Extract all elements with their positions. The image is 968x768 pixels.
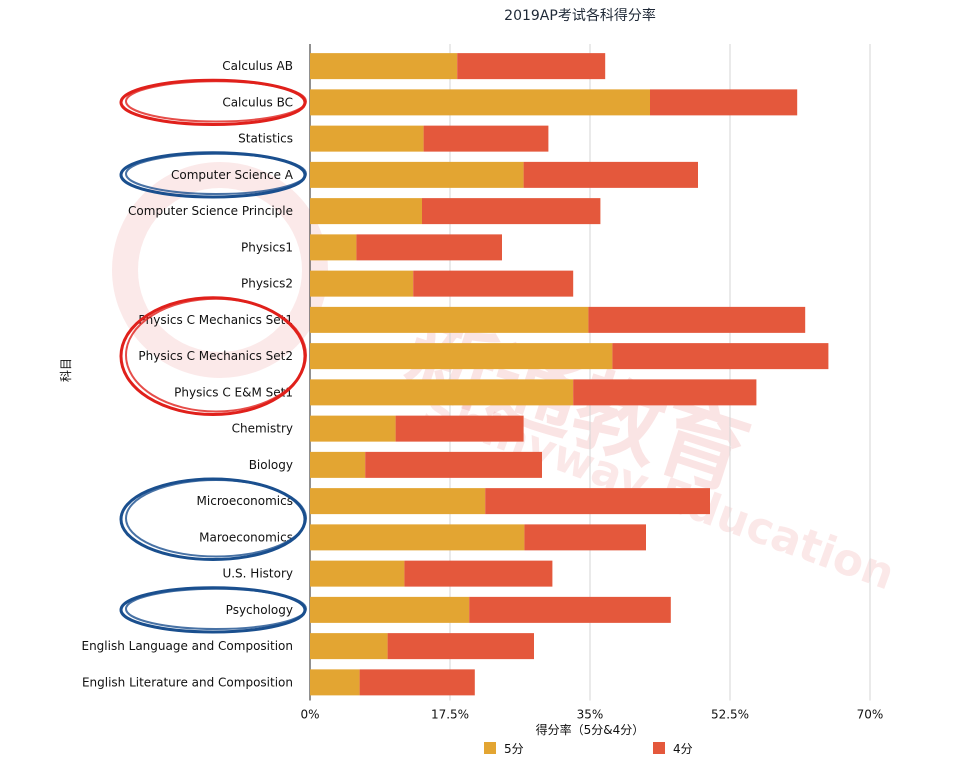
y-tick-label: U.S. History xyxy=(222,567,293,581)
y-tick-label: Computer Science Principle xyxy=(128,204,293,218)
bar-segment-5 xyxy=(310,669,360,696)
bar-segment-4 xyxy=(524,524,646,551)
y-tick-label: Physics2 xyxy=(241,277,293,291)
y-tick-label: Chemistry xyxy=(232,422,293,436)
x-tick-label: 17.5% xyxy=(431,708,469,722)
bar-segment-4 xyxy=(588,306,806,333)
x-tick-label: 0% xyxy=(300,708,319,722)
highlight-oval-stroke xyxy=(125,80,307,123)
highlight-oval-stroke xyxy=(125,479,307,558)
bar-segment-4 xyxy=(485,488,710,515)
bar-segment-4 xyxy=(356,234,502,261)
bar-segment-4 xyxy=(395,415,524,442)
y-tick-label: Computer Science A xyxy=(171,168,294,182)
bar-segment-5 xyxy=(310,379,574,406)
bar-segment-4 xyxy=(365,451,542,478)
bar-segment-5 xyxy=(310,306,589,333)
y-axis-labels: Calculus AB Calculus BC Statistics Computer… xyxy=(81,59,293,689)
bar-segment-5 xyxy=(310,125,424,152)
y-tick-label: Calculus AB xyxy=(222,59,293,73)
chart-title: 2019AP考试各科得分率 xyxy=(504,7,656,24)
bar-segment-5 xyxy=(310,560,405,587)
bar-segment-5 xyxy=(310,198,422,225)
x-tick-label: 52.5% xyxy=(711,708,749,722)
bar-segment-5 xyxy=(310,524,525,551)
legend-swatch-4 xyxy=(653,742,665,754)
y-tick-label: Calculus BC xyxy=(222,95,293,109)
y-tick-label: English Literature and Composition xyxy=(82,675,293,689)
legend-label-4: 4分 xyxy=(673,742,693,756)
x-axis-label: 得分率（5分&4分） xyxy=(536,722,645,737)
bar-segment-5 xyxy=(310,451,366,478)
bar-segment-4 xyxy=(423,125,549,152)
highlight-oval-stroke xyxy=(125,297,307,413)
y-tick-label: Microeconomics xyxy=(197,494,293,508)
y-tick-label: Physics C E&M Set1 xyxy=(174,385,293,399)
bar-segment-5 xyxy=(310,633,388,660)
bar-segment-4 xyxy=(573,379,757,406)
legend-swatch-5 xyxy=(484,742,496,754)
bar-segment-4 xyxy=(387,633,534,660)
bar-segment-4 xyxy=(413,270,574,297)
highlight-oval-stroke xyxy=(125,587,307,630)
bar-segment-5 xyxy=(310,343,613,370)
bar-segment-5 xyxy=(310,488,486,515)
bar-segment-4 xyxy=(359,669,475,696)
bars xyxy=(310,53,829,696)
bar-segment-4 xyxy=(457,53,606,80)
y-tick-label: Physics1 xyxy=(241,240,293,254)
bar-segment-5 xyxy=(310,596,470,623)
bar-segment-4 xyxy=(422,198,601,225)
x-tick-label: 35% xyxy=(577,708,604,722)
bar-segment-4 xyxy=(523,161,698,188)
y-tick-label: Physics C Mechanics Set2 xyxy=(138,349,293,363)
x-axis-ticks: 0% 17.5% 35% 52.5% 70% xyxy=(300,708,883,722)
bar-segment-5 xyxy=(310,415,396,442)
bar-segment-5 xyxy=(310,53,458,80)
x-tick-label: 70% xyxy=(857,708,884,722)
y-tick-label: English Language and Composition xyxy=(81,639,293,653)
y-tick-label: Statistics xyxy=(238,132,293,146)
highlight-marks xyxy=(119,78,307,634)
y-axis-label: 科目 xyxy=(59,358,73,382)
highlight-oval-stroke xyxy=(125,152,307,195)
bar-segment-4 xyxy=(612,343,829,370)
y-tick-label: Maroeconomics xyxy=(199,530,293,544)
bar-segment-5 xyxy=(310,89,650,116)
y-tick-label: Psychology xyxy=(226,603,293,617)
bar-segment-5 xyxy=(310,234,357,261)
legend-label-5: 5分 xyxy=(504,742,524,756)
bar-segment-4 xyxy=(469,596,671,623)
bar-segment-5 xyxy=(310,161,524,188)
bar-segment-5 xyxy=(310,270,414,297)
grid-lines xyxy=(309,44,871,701)
y-tick-label: Biology xyxy=(249,458,293,472)
bar-segment-4 xyxy=(404,560,553,587)
y-tick-label: Physics C Mechanics Set1 xyxy=(138,313,293,327)
bar-segment-4 xyxy=(650,89,798,116)
legend: 5分 4分 xyxy=(484,742,693,756)
